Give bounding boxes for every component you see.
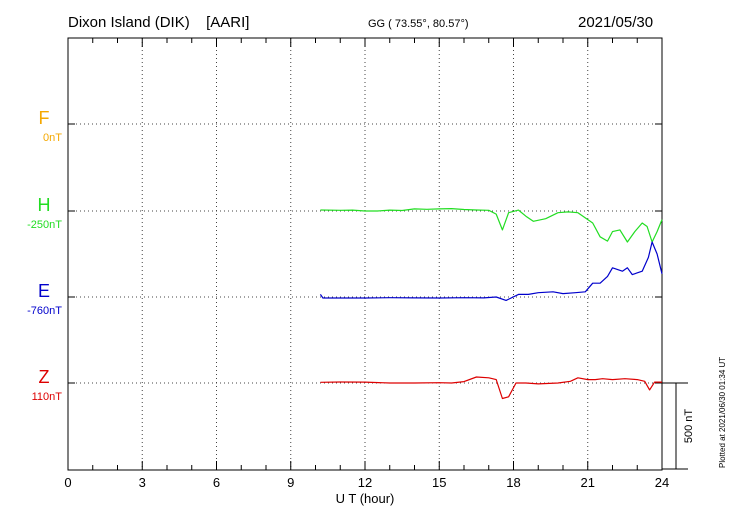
x-tick-label: 21	[581, 475, 595, 490]
x-tick-label: 0	[64, 475, 71, 490]
channel-baseline-h: -250nT	[27, 219, 62, 231]
x-tick-label: 15	[432, 475, 446, 490]
organization: [AARI]	[206, 14, 250, 31]
plotted-note: Plotted at 2021/06/30 01:34 UT	[718, 356, 727, 468]
x-tick-label: 24	[655, 475, 669, 490]
scale-bar-label: 500 nT	[683, 409, 695, 444]
x-tick-label: 12	[358, 475, 372, 490]
traces	[319, 208, 663, 400]
trace-h	[320, 208, 663, 243]
coordinates: GG ( 73.55°, 80.57°)	[368, 18, 469, 30]
x-tick-label: 6	[213, 475, 220, 490]
channel-name-z: Z	[39, 367, 50, 387]
channel-name-f: F	[39, 108, 50, 128]
channel-labels: F 0nT H -250nT E -760nT Z 110nT	[27, 108, 62, 403]
channel-baseline-z: 110nT	[32, 391, 63, 403]
grid	[68, 38, 662, 470]
channel-baseline-e: -760nT	[27, 305, 62, 317]
channel-name-e: E	[38, 281, 50, 301]
station-title: Dixon Island (DIK) [AARI]	[68, 14, 249, 31]
trace-e	[319, 241, 663, 301]
channel-baseline-f: 0nT	[43, 132, 62, 144]
trace-z	[320, 376, 662, 400]
x-tick-label: 18	[506, 475, 520, 490]
station-name: Dixon Island (DIK)	[68, 14, 190, 31]
x-tick-label: 3	[139, 475, 146, 490]
x-tick-label: 9	[287, 475, 294, 490]
x-axis-label: U T (hour)	[336, 491, 395, 506]
axes: 0 3 6 9 12 15 18 21 24 U T (hour)	[64, 37, 669, 506]
scale-bar: 500 nT	[662, 382, 695, 470]
channel-name-h: H	[38, 195, 51, 215]
date-label: 2021/05/30	[578, 14, 654, 31]
